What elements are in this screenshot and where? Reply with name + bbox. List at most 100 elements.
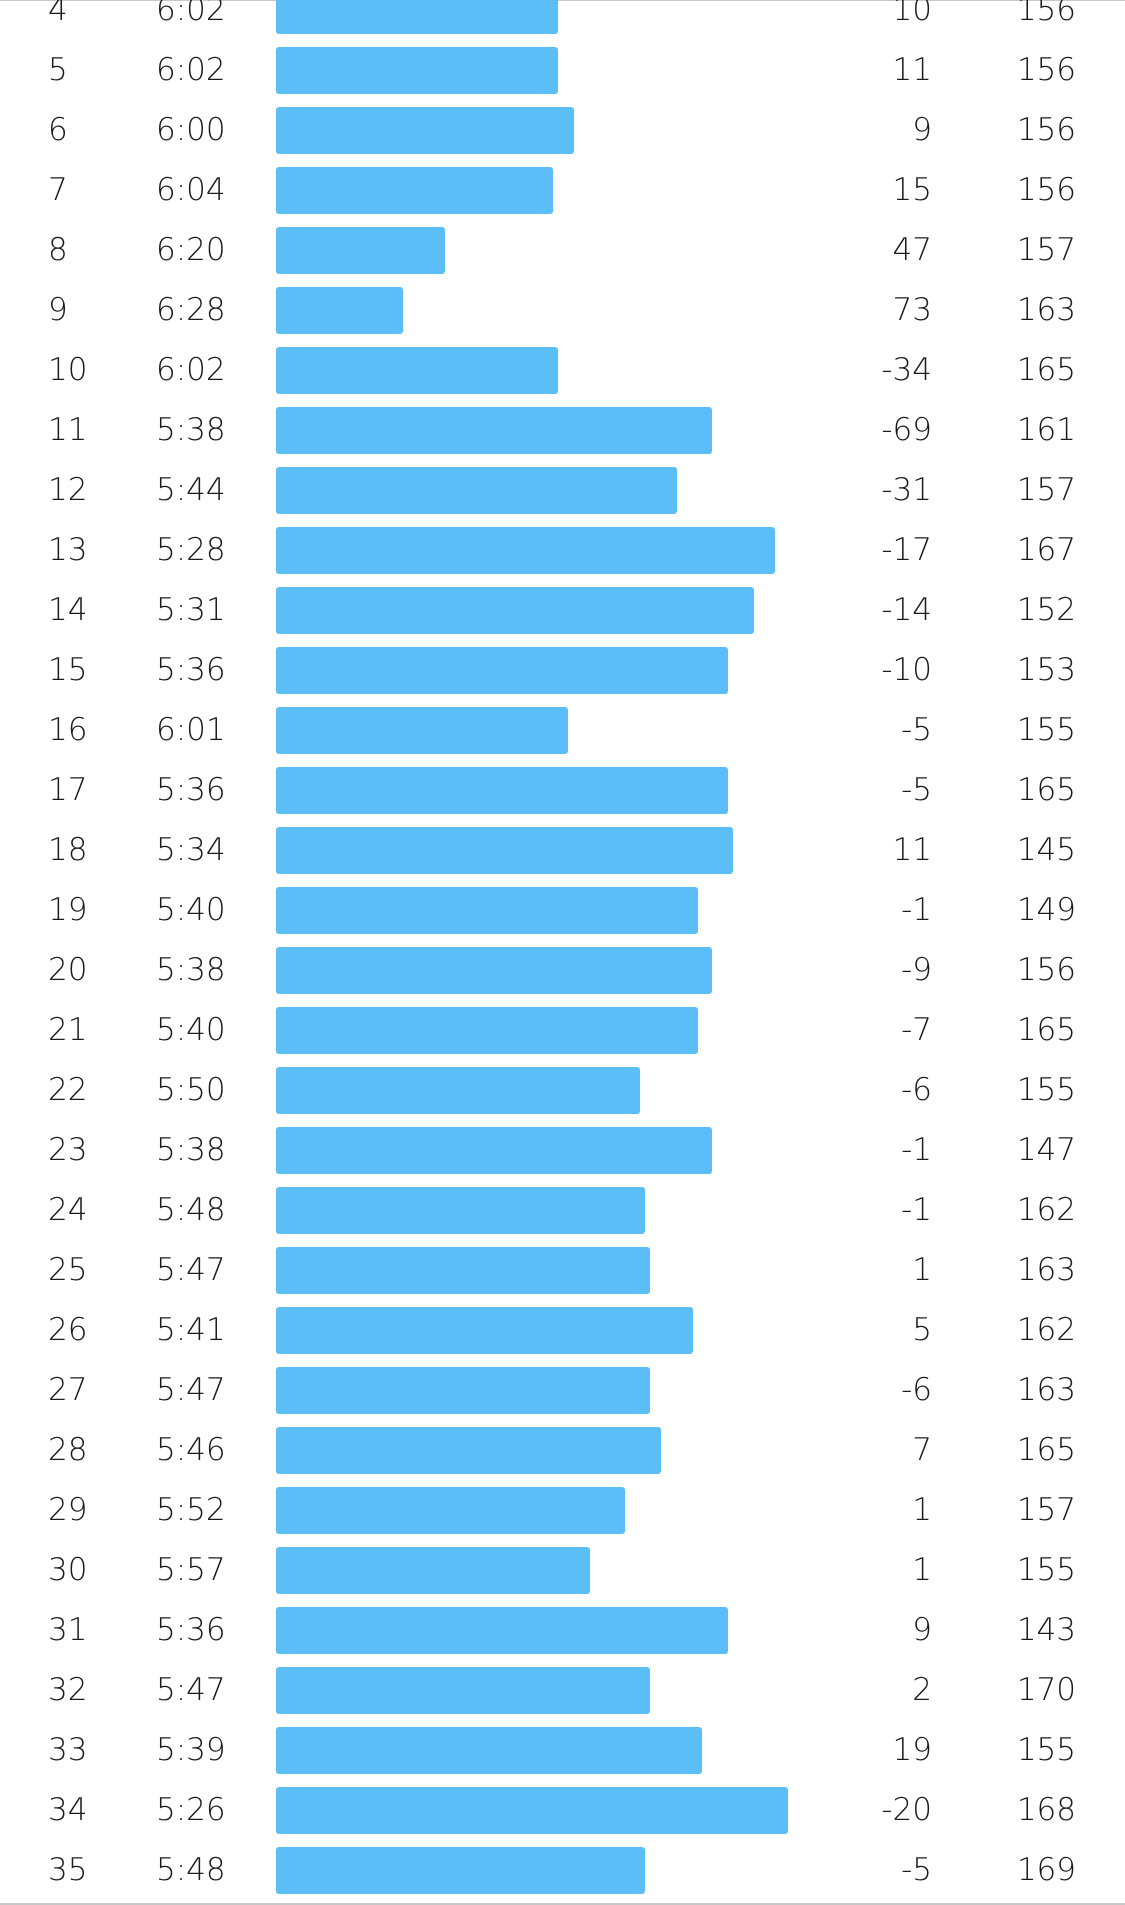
split-row[interactable]: 16 6:01 -5 155 [0, 700, 1125, 760]
split-elevation: -5 [901, 712, 932, 748]
split-elevation: -31 [881, 472, 932, 508]
split-row[interactable]: 5 6:02 11 156 [0, 40, 1125, 100]
split-heart-rate: 153 [1016, 652, 1076, 688]
split-row[interactable]: 33 5:39 19 155 [0, 1720, 1125, 1780]
pace-bar [276, 1307, 693, 1354]
split-row[interactable]: 35 5:48 -5 169 [0, 1840, 1125, 1900]
split-elevation: -6 [901, 1072, 932, 1108]
split-elevation: -69 [881, 412, 932, 448]
split-row[interactable]: 15 5:36 -10 153 [0, 640, 1125, 700]
split-km: 21 [48, 1012, 88, 1048]
split-pace: 5:26 [156, 1792, 226, 1828]
split-pace: 6:28 [156, 292, 226, 328]
split-km: 4 [48, 0, 68, 28]
pace-bar [276, 767, 728, 814]
split-heart-rate: 149 [1016, 892, 1076, 928]
split-row[interactable]: 7 6:04 15 156 [0, 160, 1125, 220]
split-elevation: -9 [901, 952, 932, 988]
split-row[interactable]: 28 5:46 7 165 [0, 1420, 1125, 1480]
split-heart-rate: 168 [1016, 1792, 1076, 1828]
split-pace: 6:04 [156, 172, 226, 208]
pace-bar [276, 1847, 645, 1894]
split-km: 19 [48, 892, 88, 928]
split-elevation: -5 [901, 772, 932, 808]
split-row[interactable]: 4 6:02 10 156 [0, 0, 1125, 40]
split-pace: 6:00 [156, 112, 226, 148]
split-heart-rate: 156 [1016, 112, 1076, 148]
pace-bar [276, 1727, 702, 1774]
split-km: 30 [48, 1552, 88, 1588]
split-row[interactable]: 19 5:40 -1 149 [0, 880, 1125, 940]
split-heart-rate: 170 [1016, 1672, 1076, 1708]
split-row[interactable]: 23 5:38 -1 147 [0, 1120, 1125, 1180]
split-row[interactable]: 22 5:50 -6 155 [0, 1060, 1125, 1120]
split-row[interactable]: 18 5:34 11 145 [0, 820, 1125, 880]
split-row[interactable]: 17 5:36 -5 165 [0, 760, 1125, 820]
split-row[interactable]: 6 6:00 9 156 [0, 100, 1125, 160]
split-row[interactable]: 27 5:47 -6 163 [0, 1360, 1125, 1420]
split-heart-rate: 167 [1016, 532, 1076, 568]
split-row[interactable]: 12 5:44 -31 157 [0, 460, 1125, 520]
split-km: 25 [48, 1252, 88, 1288]
pace-bar [276, 827, 733, 874]
pace-bar [276, 1127, 712, 1174]
split-elevation: 19 [892, 1732, 932, 1768]
split-pace: 5:52 [156, 1492, 226, 1528]
split-pace: 6:02 [156, 0, 226, 28]
split-row[interactable]: 14 5:31 -14 152 [0, 580, 1125, 640]
pace-bar [276, 887, 698, 934]
split-pace: 6:20 [156, 232, 226, 268]
split-km: 23 [48, 1132, 88, 1168]
split-row[interactable]: 25 5:47 1 163 [0, 1240, 1125, 1300]
pace-bar [276, 287, 403, 334]
split-row[interactable]: 24 5:48 -1 162 [0, 1180, 1125, 1240]
split-km: 26 [48, 1312, 88, 1348]
split-heart-rate: 157 [1016, 472, 1076, 508]
pace-bar [276, 107, 574, 154]
split-row[interactable]: 20 5:38 -9 156 [0, 940, 1125, 1000]
split-elevation: -20 [881, 1792, 932, 1828]
split-elevation: 1 [912, 1252, 932, 1288]
split-row[interactable]: 11 5:38 -69 161 [0, 400, 1125, 460]
split-elevation: 2 [912, 1672, 932, 1708]
split-pace: 5:47 [156, 1372, 226, 1408]
split-km: 24 [48, 1192, 88, 1228]
split-km: 34 [48, 1792, 88, 1828]
split-row[interactable]: 30 5:57 1 155 [0, 1540, 1125, 1600]
split-row[interactable]: 10 6:02 -34 165 [0, 340, 1125, 400]
split-row[interactable]: 8 6:20 47 157 [0, 220, 1125, 280]
split-pace: 6:01 [156, 712, 226, 748]
pace-bar [276, 227, 445, 274]
split-km: 15 [48, 652, 88, 688]
split-pace: 5:48 [156, 1192, 226, 1228]
split-pace: 5:57 [156, 1552, 226, 1588]
pace-bar [276, 1487, 625, 1534]
split-elevation: -5 [901, 1852, 932, 1888]
split-km: 8 [48, 232, 68, 268]
pace-bar [276, 1427, 661, 1474]
split-row[interactable]: 9 6:28 73 163 [0, 280, 1125, 340]
split-row[interactable]: 13 5:28 -17 167 [0, 520, 1125, 580]
split-row[interactable]: 26 5:41 5 162 [0, 1300, 1125, 1360]
pace-bar [276, 947, 712, 994]
pace-bar [276, 647, 728, 694]
split-row[interactable]: 32 5:47 2 170 [0, 1660, 1125, 1720]
split-row[interactable]: 31 5:36 9 143 [0, 1600, 1125, 1660]
split-row[interactable]: 29 5:52 1 157 [0, 1480, 1125, 1540]
pace-bar [276, 1787, 788, 1834]
split-heart-rate: 145 [1016, 832, 1076, 868]
split-row[interactable]: 34 5:26 -20 168 [0, 1780, 1125, 1840]
split-heart-rate: 163 [1016, 1252, 1076, 1288]
split-heart-rate: 165 [1016, 352, 1076, 388]
split-heart-rate: 152 [1016, 592, 1076, 628]
split-elevation: -14 [881, 592, 932, 628]
split-km: 13 [48, 532, 88, 568]
pace-bar [276, 347, 558, 394]
split-heart-rate: 161 [1016, 412, 1076, 448]
split-heart-rate: 156 [1016, 952, 1076, 988]
split-km: 11 [48, 412, 88, 448]
split-km: 16 [48, 712, 88, 748]
split-elevation: 73 [892, 292, 932, 328]
split-row[interactable]: 21 5:40 -7 165 [0, 1000, 1125, 1060]
split-pace: 6:02 [156, 352, 226, 388]
